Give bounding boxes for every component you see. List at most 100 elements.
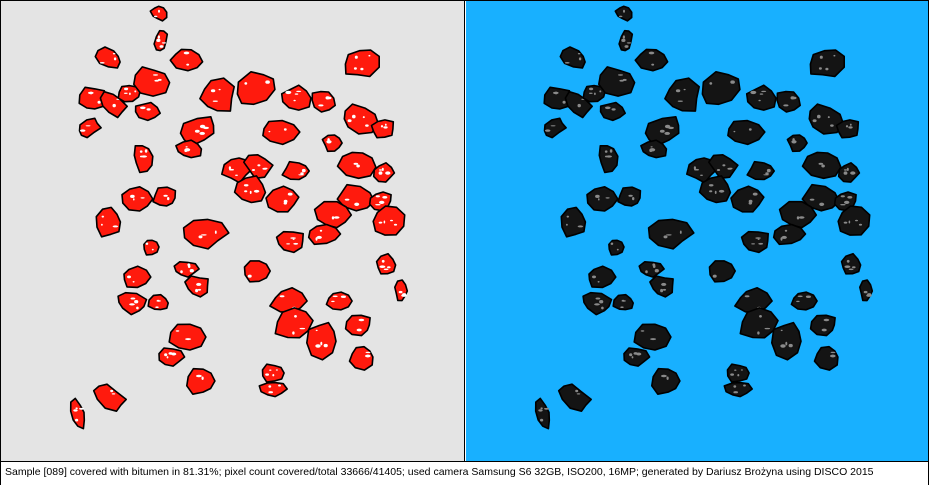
sample-particle	[557, 383, 592, 412]
sample-particle	[740, 230, 769, 254]
sample-particle	[727, 119, 766, 146]
mask-particle	[307, 223, 342, 246]
sample-particle	[618, 29, 634, 52]
mask-particle	[173, 261, 200, 278]
sample-particle	[837, 205, 871, 236]
sample-particle	[771, 321, 802, 361]
mask-particle	[262, 119, 301, 146]
mask-particle	[99, 90, 128, 119]
sample-particle	[640, 139, 668, 159]
sample-particle	[614, 5, 633, 22]
sample-particle	[598, 145, 619, 174]
sample-particle	[745, 84, 777, 111]
sample-particle	[617, 186, 642, 207]
mask-particle	[258, 381, 288, 398]
mask-particle	[143, 239, 160, 256]
mask-particle	[348, 345, 374, 371]
mask-particle	[269, 287, 308, 314]
sample-particle	[664, 77, 700, 112]
sample-particle	[746, 160, 775, 181]
mask-particle	[280, 84, 312, 111]
sample-particle	[778, 200, 818, 229]
sample-particle	[701, 71, 741, 106]
mask-particle	[233, 175, 267, 204]
caption-text: Sample [089] covered with bitumen in 81.…	[5, 466, 874, 478]
original-sample-image	[534, 5, 874, 430]
mask-particle	[133, 66, 171, 97]
mask-particle	[92, 383, 127, 412]
sample-particle	[649, 275, 674, 298]
coverage-mask-panel	[1, 1, 465, 461]
sample-particle	[776, 90, 801, 113]
sample-particle	[534, 397, 551, 430]
sample-particle	[598, 66, 636, 97]
mask-particle	[321, 134, 343, 153]
sample-particle	[772, 223, 807, 246]
sample-particle	[708, 260, 736, 283]
sample-particle	[808, 103, 845, 135]
sample-particle	[543, 86, 571, 110]
sample-particle	[651, 367, 681, 395]
sample-particle	[730, 185, 765, 213]
sample-particle	[582, 291, 613, 316]
mask-particle	[123, 265, 152, 289]
mask-particle	[336, 183, 375, 212]
mask-particle	[236, 71, 276, 106]
mask-particle	[158, 347, 186, 367]
mask-particle	[152, 186, 177, 207]
caption-bar: Sample [089] covered with bitumen in 81.…	[1, 461, 928, 485]
sample-particle	[599, 101, 626, 122]
coverage-mask-image	[69, 5, 409, 430]
mask-particle	[134, 101, 161, 122]
mask-particle	[344, 49, 380, 78]
sample-particle	[801, 183, 840, 212]
sample-particle	[859, 279, 874, 302]
sample-particle	[612, 293, 634, 311]
mask-particle	[117, 291, 148, 316]
mask-particle	[69, 397, 86, 430]
sample-particle	[809, 49, 845, 78]
sample-particle	[543, 117, 567, 139]
sample-particle	[786, 134, 808, 153]
sample-particle	[608, 239, 625, 256]
mask-particle	[372, 205, 406, 236]
mask-particle	[243, 154, 274, 180]
mask-particle	[175, 139, 203, 159]
mask-particle	[149, 5, 168, 22]
mask-particle	[186, 367, 216, 395]
mask-particle	[133, 145, 154, 174]
sample-particle	[560, 206, 587, 238]
mask-particle	[168, 323, 207, 351]
sample-particle	[647, 218, 695, 250]
mask-particle	[153, 29, 169, 52]
mask-particle	[182, 218, 230, 250]
mask-particle	[169, 48, 204, 72]
sample-particle	[634, 48, 669, 72]
sample-particle	[586, 186, 619, 212]
mask-particle	[394, 279, 409, 302]
sample-particle	[708, 154, 739, 180]
sample-particle	[644, 116, 680, 147]
sample-particle	[638, 261, 665, 278]
sample-particle	[623, 347, 651, 367]
mask-particle	[281, 160, 310, 181]
mask-particle	[336, 151, 377, 180]
original-sample-panel	[466, 1, 928, 461]
sample-particle	[559, 46, 586, 69]
sample-particle	[813, 345, 839, 371]
mask-particle	[265, 185, 300, 213]
sample-particle	[835, 119, 860, 139]
sample-particle	[739, 307, 779, 339]
sample-particle	[588, 265, 617, 289]
mask-particle	[179, 116, 215, 147]
sample-particle	[790, 291, 818, 311]
mask-particle	[370, 119, 395, 139]
mask-particle	[184, 275, 209, 298]
mask-particle	[275, 230, 304, 254]
mask-particle	[343, 103, 380, 135]
mask-particle	[311, 90, 336, 113]
mask-particle	[94, 46, 121, 69]
mask-particle	[372, 162, 396, 183]
sample-particle	[582, 84, 606, 103]
